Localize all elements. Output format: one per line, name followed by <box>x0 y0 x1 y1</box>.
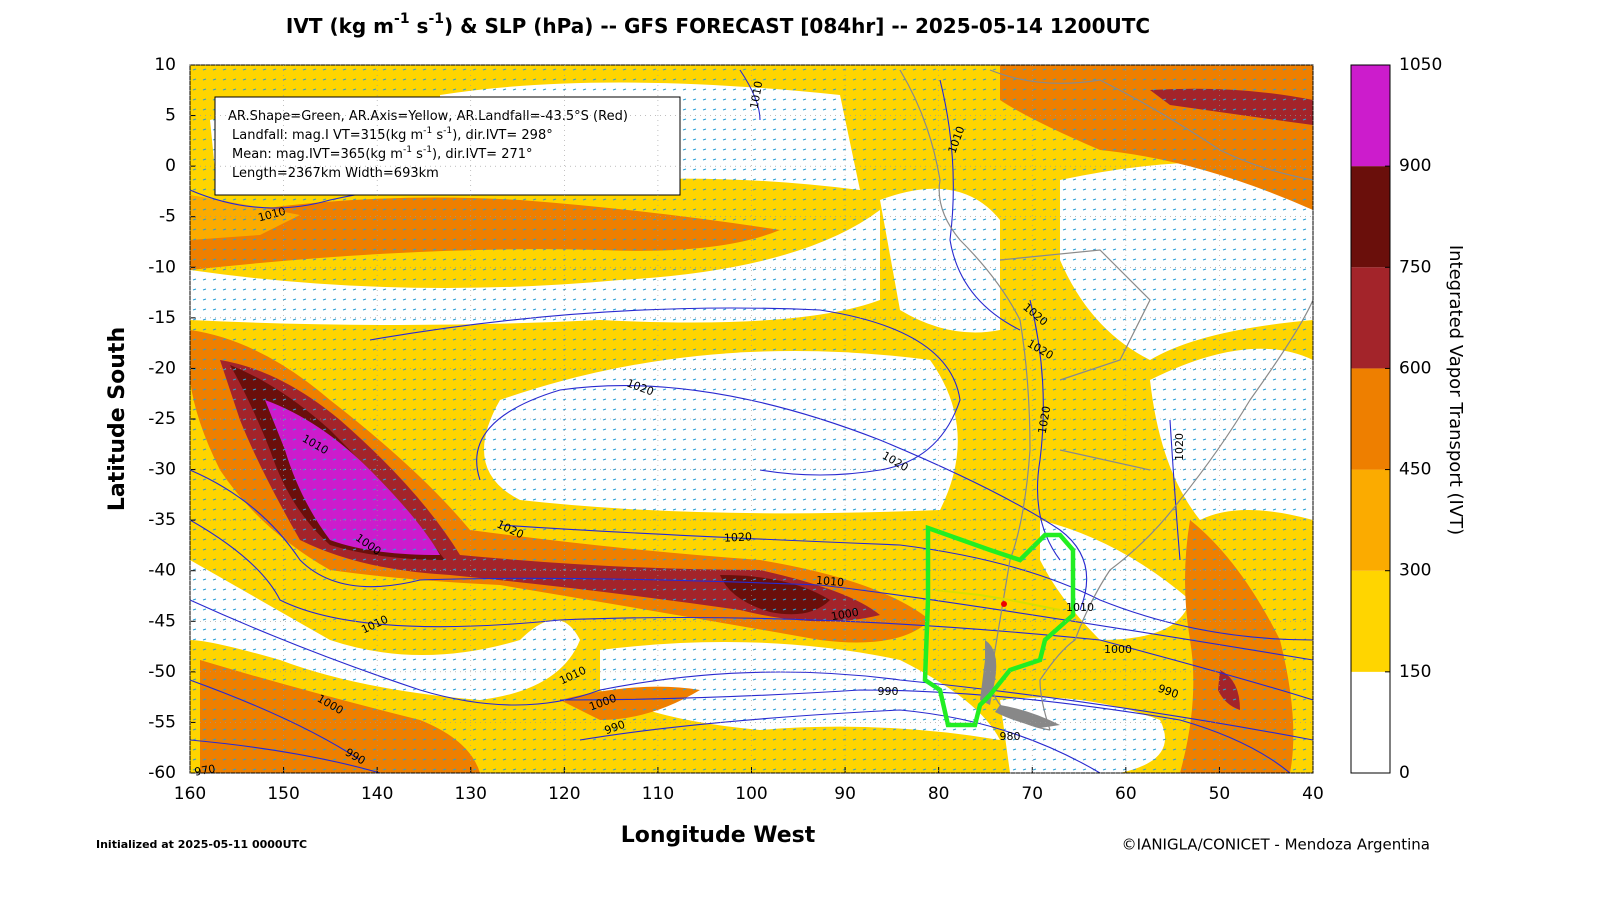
superscript: -1 <box>423 126 432 136</box>
footer-right: ©IANIGLA/CONICET - Mendoza Argentina <box>1122 836 1430 854</box>
contour-label: 1010 <box>748 80 766 110</box>
superscript: -1 <box>443 126 452 136</box>
contour-label: 1020 <box>1173 433 1186 461</box>
x-tick-label: 140 <box>361 784 393 804</box>
x-tick-label: 90 <box>834 784 856 804</box>
colorbar-tick-label: 900 <box>1399 156 1431 176</box>
colorbar-segment <box>1351 166 1390 268</box>
y-tick-label: -10 <box>148 257 176 277</box>
contour-label: 1010 <box>816 574 845 589</box>
info-line: Mean: mag.IVT=365(kg m-1 s-1), dir.IVT= … <box>232 145 533 162</box>
text-part: s <box>410 14 429 38</box>
x-tick-label: 80 <box>928 784 950 804</box>
colorbar-segment <box>1351 368 1390 470</box>
x-axis-label: Longitude West <box>621 823 816 848</box>
colorbar-tick-label: 450 <box>1399 460 1431 480</box>
y-tick-label: -40 <box>148 561 176 581</box>
colorbar-segment <box>1351 65 1390 167</box>
text-part: ), dir.IVT= 298° <box>452 128 553 143</box>
colorbar-label: Integrated Vapor Transport (IVT) <box>1445 245 1466 535</box>
y-tick-label: -60 <box>148 763 176 783</box>
y-tick-label: -50 <box>148 662 176 682</box>
footer-left: Initialized at 2025-05-11 0000UTC <box>96 838 307 851</box>
colorbar-segment <box>1351 671 1390 773</box>
superscript: -1 <box>428 11 444 27</box>
contour-label: 970 <box>193 762 216 778</box>
x-tick-label: 110 <box>642 784 674 804</box>
text-part: IVT (kg m <box>286 14 394 38</box>
colorbar-frame <box>1350 64 1391 774</box>
y-tick-label: -35 <box>148 510 176 530</box>
info-lines: AR.Shape=Green, AR.Axis=Yellow, AR.Landf… <box>228 109 628 181</box>
superscript: -1 <box>394 11 410 27</box>
y-axis-label: Latitude South <box>105 327 130 511</box>
contour-label: 1000 <box>830 606 860 624</box>
info-box <box>214 96 681 196</box>
y-tick-label: -5 <box>159 207 176 227</box>
contour-label: 1020 <box>724 530 753 544</box>
colorbar-tick-label: 600 <box>1399 358 1431 378</box>
colorbar-segment <box>1351 267 1390 369</box>
colorbar-tick-label: 750 <box>1399 257 1431 277</box>
contour-label: 990 <box>878 685 899 698</box>
y-tick-label: 5 <box>165 106 176 126</box>
x-tick-label: 40 <box>1302 784 1324 804</box>
y-tick-label: -30 <box>148 460 176 480</box>
y-tick-label: -15 <box>148 308 176 328</box>
x-tick-label: 50 <box>1209 784 1231 804</box>
colorbar-segment <box>1351 469 1390 571</box>
contour-label: 980 <box>1000 730 1021 743</box>
text-part: s <box>412 147 423 162</box>
text-part: Landfall: mag.I VT=315(kg m <box>232 128 423 143</box>
x-tick-label: 150 <box>267 784 299 804</box>
y-tick-label: 10 <box>154 55 176 75</box>
text-part: ), dir.IVT= 271° <box>432 147 533 162</box>
y-tick-label: -25 <box>148 409 176 429</box>
text-part: Mean: mag.IVT=365(kg m <box>232 147 403 162</box>
info-line: Length=2367km Width=693km <box>232 166 439 181</box>
title: IVT (kg m-1 s-1) & SLP (hPa) -- GFS FORE… <box>286 11 1150 38</box>
contour-label: 1020 <box>1036 405 1054 435</box>
text-part: Length=2367km Width=693km <box>232 166 439 181</box>
contour-label: 1000 <box>1104 643 1132 656</box>
superscript: -1 <box>423 145 432 155</box>
x-tick-label: 130 <box>455 784 487 804</box>
colorbar-tick-label: 0 <box>1399 763 1410 783</box>
text-part: ) & SLP (hPa) -- GFS FORECAST [084hr] --… <box>444 14 1150 38</box>
superscript: -1 <box>403 145 412 155</box>
y-tick-label: 0 <box>165 156 176 176</box>
text-part: s <box>432 128 443 143</box>
x-tick-label: 160 <box>174 784 206 804</box>
y-tick-label: -55 <box>148 712 176 732</box>
x-tick-label: 100 <box>735 784 767 804</box>
x-tick-label: 120 <box>548 784 580 804</box>
info-line: AR.Shape=Green, AR.Axis=Yellow, AR.Landf… <box>228 109 628 124</box>
colorbar-tick-label: 300 <box>1399 561 1431 581</box>
colorbar-tick-label: 1050 <box>1399 55 1442 75</box>
x-tick-label: 60 <box>1115 784 1137 804</box>
text-part: AR.Shape=Green, AR.Axis=Yellow, AR.Landf… <box>228 109 628 124</box>
y-tick-label: -45 <box>148 611 176 631</box>
y-tick-label: -20 <box>148 358 176 378</box>
x-tick-label: 70 <box>1021 784 1043 804</box>
info-line: Landfall: mag.I VT=315(kg m-1 s-1), dir.… <box>232 126 553 143</box>
colorbar-segment <box>1351 570 1390 672</box>
contour-label: 1010 <box>1066 601 1094 614</box>
colorbar-tick-label: 150 <box>1399 662 1431 682</box>
